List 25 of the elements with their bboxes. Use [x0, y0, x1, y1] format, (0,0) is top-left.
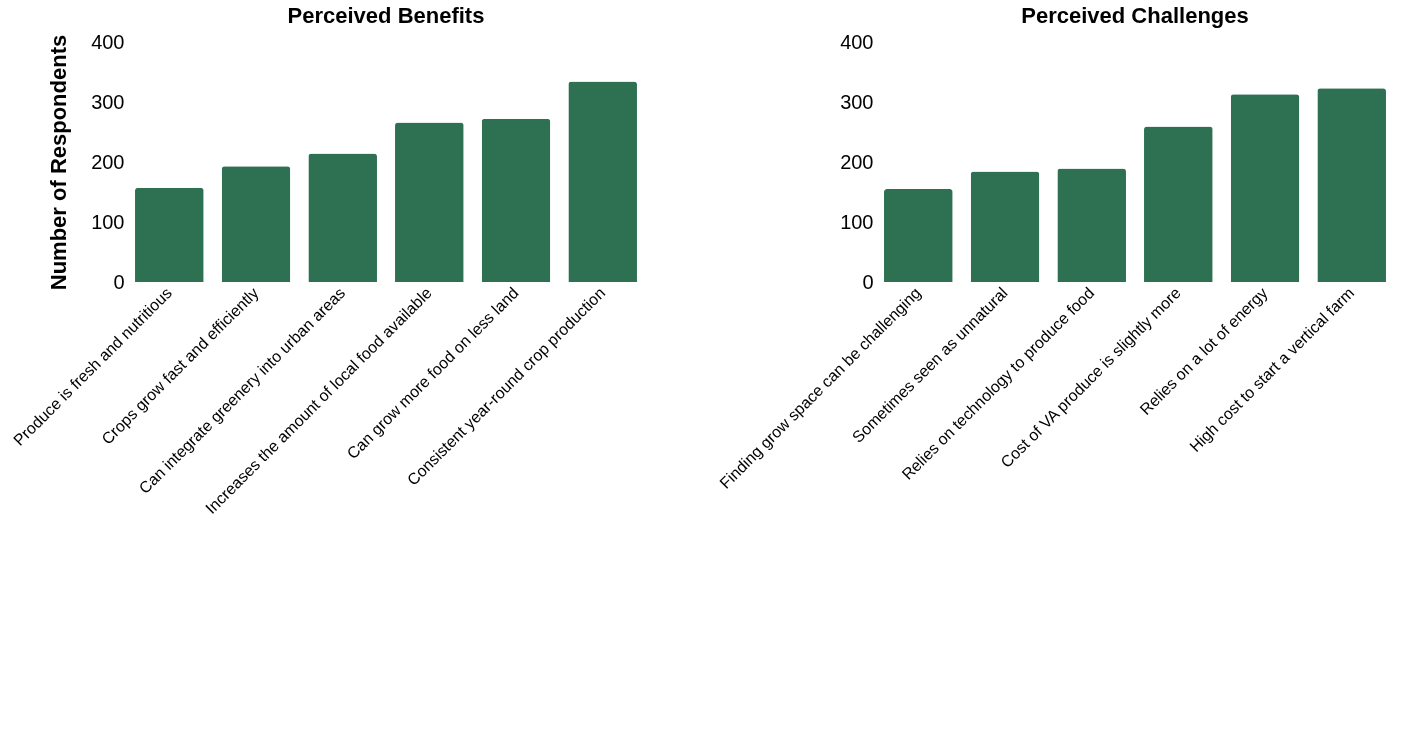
- bar: [481, 118, 551, 282]
- bar: [1230, 94, 1300, 282]
- y-tick-label: 200: [91, 150, 125, 173]
- bar: [1057, 168, 1126, 282]
- y-tick-label: 200: [840, 150, 874, 173]
- bar: [1317, 88, 1386, 282]
- y-tick-label: 300: [840, 90, 874, 113]
- bar: [884, 189, 953, 282]
- bar: [221, 166, 291, 282]
- y-axis-title: Number of Respondents: [46, 34, 72, 291]
- y-tick-label: 400: [840, 30, 874, 53]
- y-tick-label: 400: [91, 30, 125, 53]
- chart-title: Perceived Challenges: [1021, 3, 1249, 28]
- bar: [135, 187, 204, 282]
- y-tick-label: 300: [91, 90, 125, 113]
- bar: [395, 122, 464, 282]
- chart-title: Perceived Benefits: [287, 3, 485, 28]
- bar: [568, 81, 637, 282]
- bar: [970, 171, 1040, 282]
- bar: [308, 153, 377, 282]
- y-tick-label: 100: [91, 210, 125, 233]
- y-tick-label: 100: [840, 210, 874, 233]
- y-tick-label: 0: [862, 270, 874, 293]
- bar: [1144, 126, 1213, 282]
- y-tick-label: 0: [113, 270, 125, 293]
